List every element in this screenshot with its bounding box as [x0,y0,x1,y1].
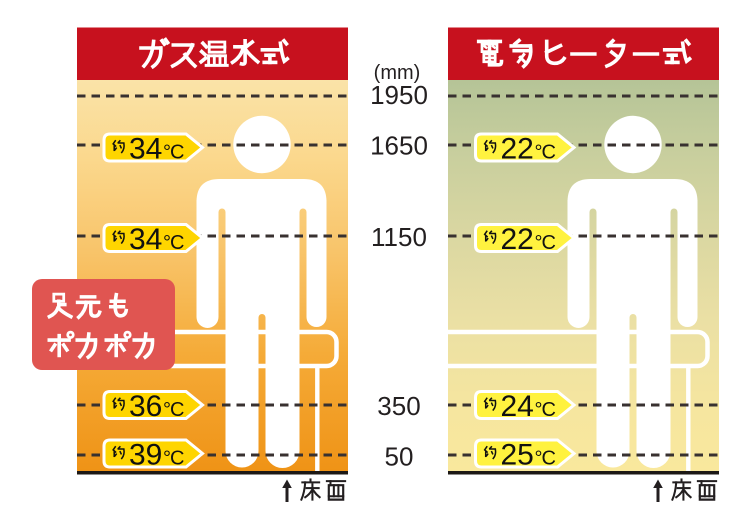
svg-text:1150: 1150 [371,222,427,252]
svg-text:24: 24 [501,390,534,423]
svg-text:25: 25 [501,438,534,471]
svg-text:1950: 1950 [370,80,428,110]
svg-text:34: 34 [129,132,162,165]
svg-text:39: 39 [129,438,162,471]
svg-text:°C: °C [163,447,184,469]
svg-text:°C: °C [163,399,184,421]
svg-text:°C: °C [535,232,556,254]
svg-text:°C: °C [535,447,556,469]
svg-text:22: 22 [501,132,534,165]
svg-text:350: 350 [377,391,420,421]
svg-text:°C: °C [163,141,184,163]
svg-text:(mm): (mm) [374,62,421,84]
svg-text:22: 22 [501,223,534,256]
svg-text:°C: °C [535,399,556,421]
svg-text:36: 36 [129,390,162,423]
svg-text:1650: 1650 [370,131,428,161]
svg-text:50: 50 [385,442,414,472]
svg-text:34: 34 [129,223,162,256]
svg-text:°C: °C [535,141,556,163]
svg-text:°C: °C [163,232,184,254]
